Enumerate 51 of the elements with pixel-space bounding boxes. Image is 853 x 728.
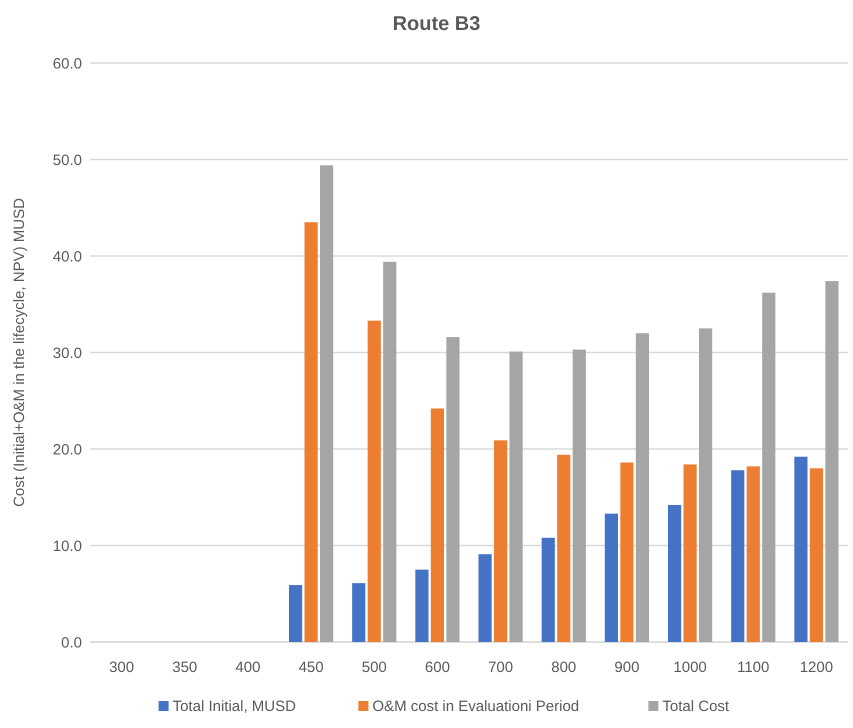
y-tick-label: 10.0 bbox=[52, 538, 82, 555]
bar bbox=[494, 440, 508, 642]
bar bbox=[478, 554, 492, 642]
bar bbox=[572, 350, 586, 642]
bar bbox=[510, 352, 523, 642]
x-tick-label: 400 bbox=[235, 659, 260, 676]
x-tick-label: 1200 bbox=[800, 659, 834, 676]
legend-label: Total Initial, MUSD bbox=[172, 698, 296, 715]
x-tick-label: 1100 bbox=[737, 659, 770, 676]
x-tick-label: 500 bbox=[362, 659, 387, 676]
y-tick-label: 60.0 bbox=[52, 55, 82, 72]
legend-label: O&M cost in Evaluationi Period bbox=[372, 698, 580, 715]
bar bbox=[352, 583, 366, 642]
bar bbox=[383, 262, 396, 642]
x-tick-label: 700 bbox=[488, 659, 514, 676]
y-tick-label: 0.0 bbox=[61, 634, 82, 652]
x-tick-label: 600 bbox=[424, 659, 450, 676]
y-tick-label: 20.0 bbox=[52, 441, 82, 458]
bar bbox=[762, 292, 776, 642]
bar bbox=[620, 462, 634, 642]
x-tick-label: 800 bbox=[551, 659, 576, 676]
bar bbox=[825, 281, 839, 642]
x-tick-label: 350 bbox=[172, 659, 198, 676]
bar bbox=[746, 466, 760, 642]
bar bbox=[668, 504, 682, 642]
x-tick-label: 900 bbox=[614, 659, 640, 676]
bar bbox=[415, 570, 428, 642]
bar bbox=[731, 470, 744, 642]
y-tick-label: 30.0 bbox=[52, 344, 82, 362]
bar bbox=[542, 538, 555, 642]
bar bbox=[557, 454, 570, 642]
x-tick-label: 1000 bbox=[673, 659, 707, 676]
bar bbox=[636, 333, 650, 642]
bar bbox=[699, 328, 712, 642]
bar bbox=[288, 585, 302, 642]
legend-label: Total Cost bbox=[662, 698, 730, 715]
bar bbox=[446, 337, 460, 642]
y-tick-label: 40.0 bbox=[52, 248, 82, 266]
bar bbox=[430, 408, 444, 642]
x-tick-label: 450 bbox=[298, 659, 324, 676]
bar bbox=[810, 468, 824, 642]
x-tick-label: 300 bbox=[109, 659, 134, 676]
bar bbox=[794, 456, 808, 642]
bar bbox=[604, 514, 618, 642]
bar bbox=[683, 464, 697, 642]
y-axis-title: Cost (Initial+O&M in the lifecycle, NPV) MUSD bbox=[11, 198, 28, 507]
chart-title: Route B3 bbox=[392, 13, 480, 35]
bar bbox=[320, 165, 334, 642]
y-tick-label: 50.0 bbox=[52, 152, 82, 169]
bar bbox=[304, 222, 318, 642]
bar bbox=[368, 320, 381, 642]
